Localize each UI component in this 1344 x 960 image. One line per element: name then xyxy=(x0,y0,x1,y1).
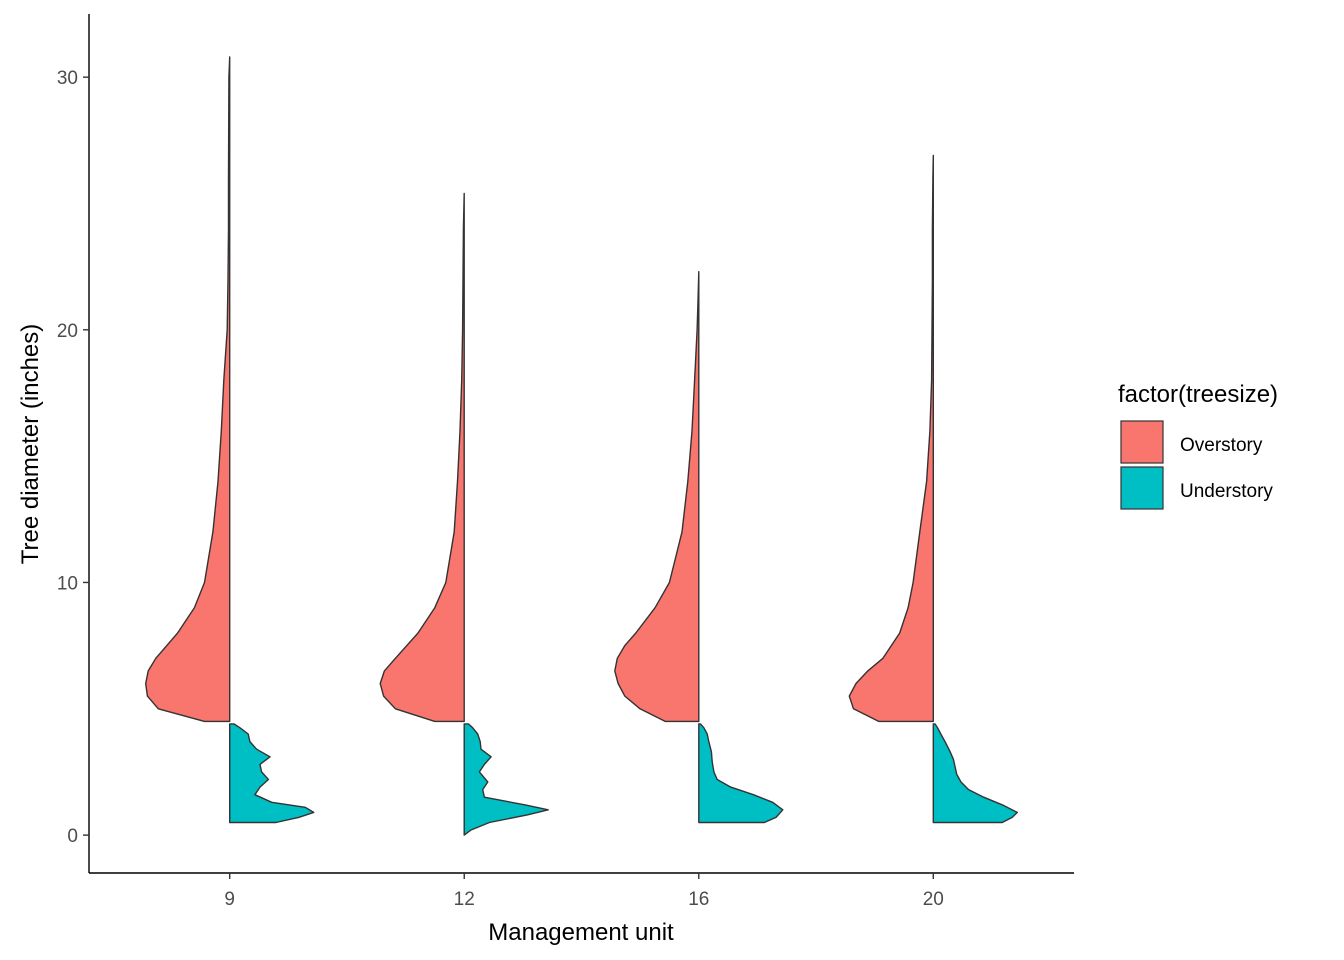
x-axis-title: Management unit xyxy=(488,919,674,946)
violin-understory-unit-12 xyxy=(463,723,549,836)
y-axis-ticks: 0 10 20 30 xyxy=(57,68,89,847)
y-tick-label-3: 30 xyxy=(57,68,78,89)
y-tick-label-2: 20 xyxy=(57,321,78,342)
violin-understory-unit-16 xyxy=(698,723,784,824)
legend-key-understory xyxy=(1120,466,1164,510)
violin-overstory-unit-16 xyxy=(614,271,700,723)
violin-overstory-unit-20 xyxy=(848,154,934,723)
violin-overstory-unit-9 xyxy=(145,56,231,723)
y-tick-label-1: 10 xyxy=(57,573,78,594)
legend-title: factor(treesize) xyxy=(1118,381,1278,408)
legend-key-overstory xyxy=(1120,420,1164,464)
x-axis-ticks: 9 12 16 20 xyxy=(224,873,944,910)
y-tick-label-0: 0 xyxy=(67,826,78,847)
y-axis-title: Tree diameter (inches) xyxy=(17,324,44,565)
legend-label-understory: Understory xyxy=(1180,481,1273,502)
legend: factor(treesize) Overstory Understory xyxy=(1118,381,1278,510)
violin-understory-unit-20 xyxy=(932,723,1018,824)
violin-understory-unit-9 xyxy=(229,723,315,824)
x-tick-label-9: 9 xyxy=(224,889,235,910)
legend-label-overstory: Overstory xyxy=(1180,435,1263,456)
x-tick-label-20: 20 xyxy=(923,889,944,910)
violin-overstory-unit-12 xyxy=(379,192,465,723)
violin-layer xyxy=(145,56,1018,836)
x-tick-label-16: 16 xyxy=(688,889,709,910)
x-tick-label-12: 12 xyxy=(454,889,475,910)
